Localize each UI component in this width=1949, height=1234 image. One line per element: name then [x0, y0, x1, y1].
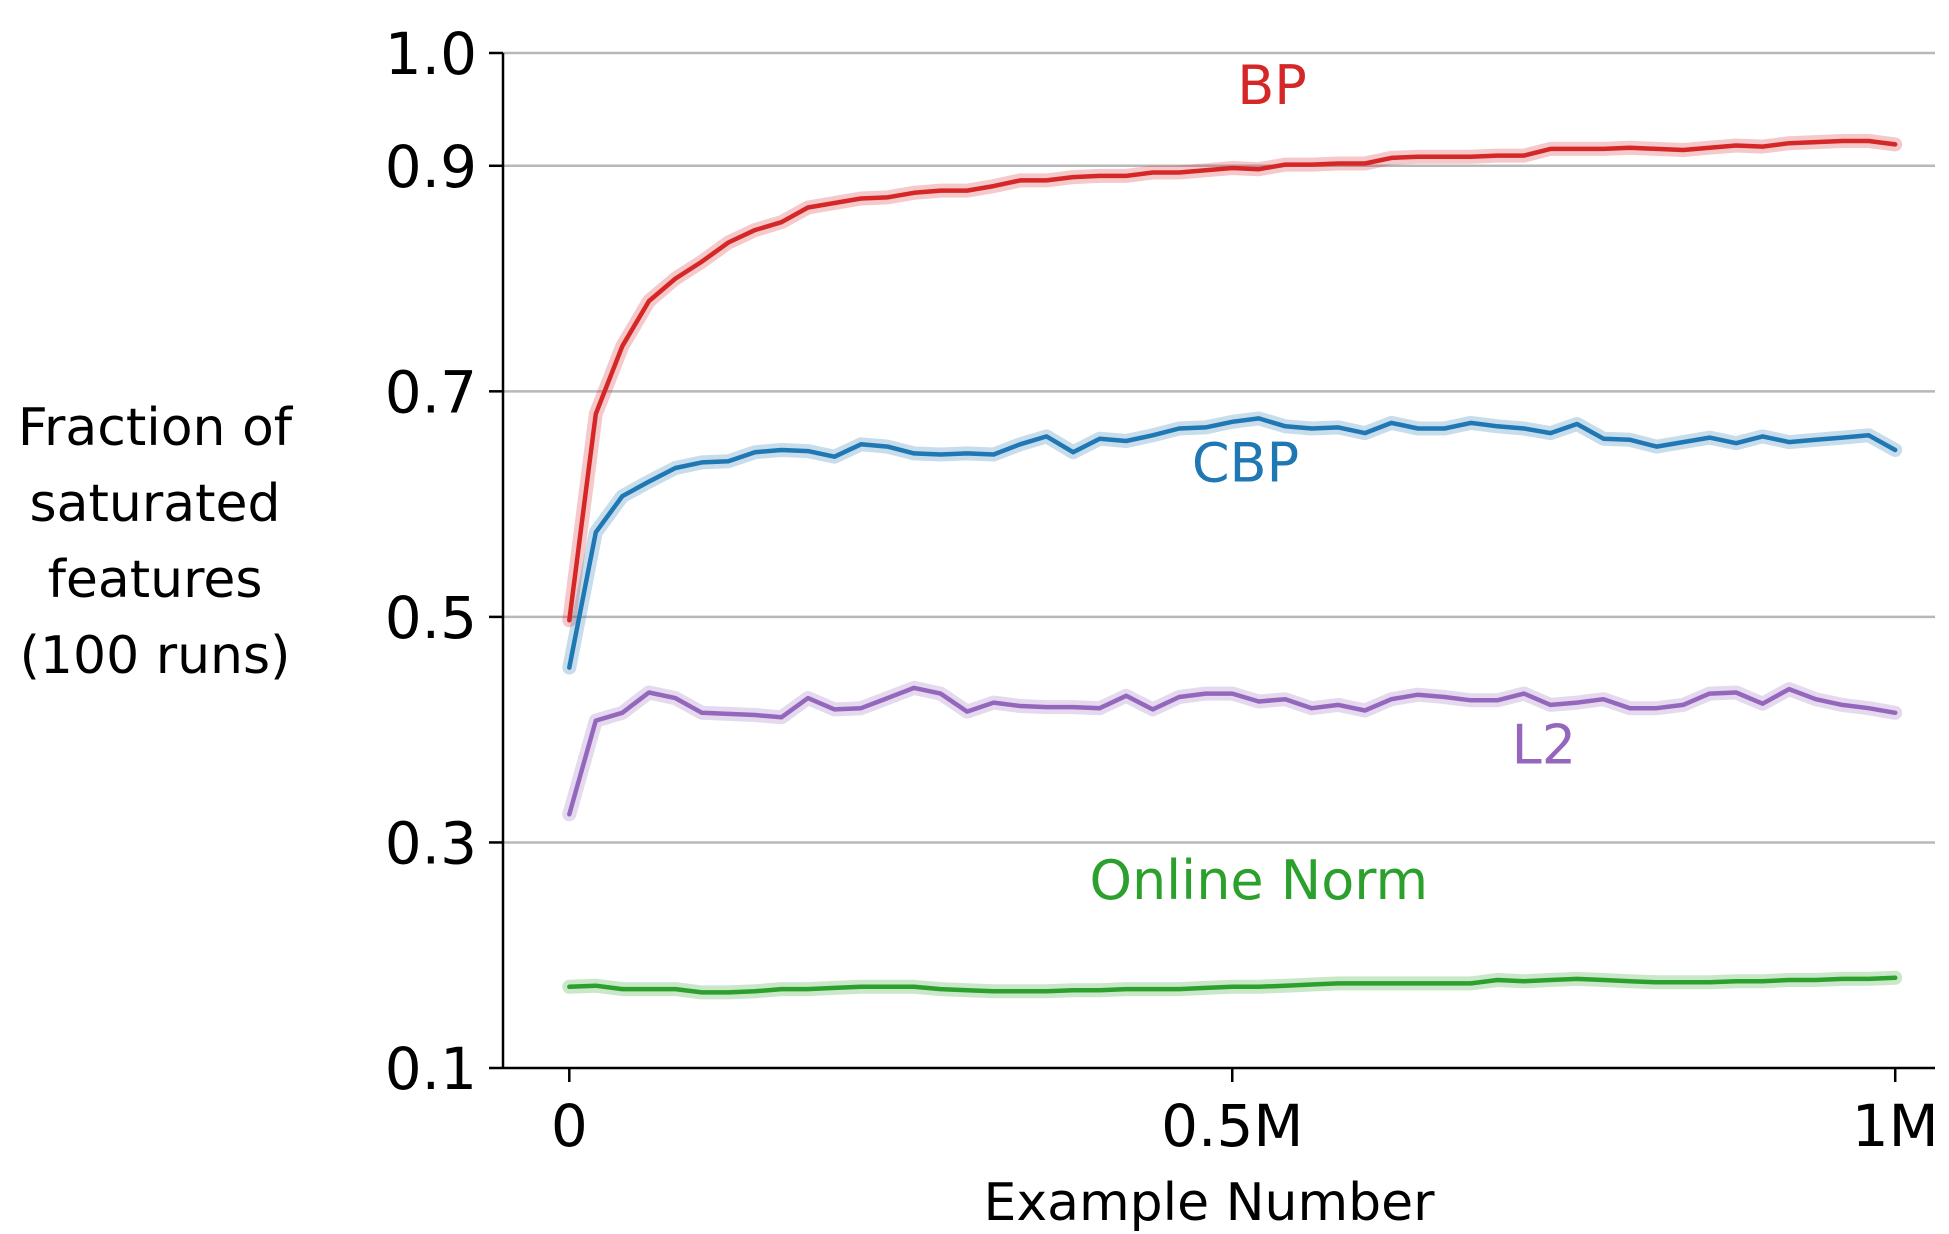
x-ticks: 0 0.5M 1M	[551, 1068, 1939, 1160]
y-axis-title-line: features	[48, 550, 263, 610]
y-axis-title: Fraction of saturated features (100 runs)	[18, 398, 294, 686]
y-tick-label: 0.9	[385, 133, 477, 201]
series-line-cbp	[567, 416, 1898, 670]
y-tick-label: 0.5	[385, 584, 477, 652]
x-tick-label: 0	[551, 1092, 588, 1160]
x-tick-label: 0.5M	[1161, 1092, 1303, 1160]
x-axis-title: Example Number	[983, 1173, 1435, 1233]
series-line-online-norm	[567, 975, 1898, 995]
y-tick-label: 1.0	[385, 20, 477, 88]
y-axis-title-line: Fraction of	[18, 398, 294, 458]
y-tick-label: 0.3	[385, 809, 477, 877]
series-labels: BP CBP L2 Online Norm	[1089, 54, 1576, 912]
series-label-online-norm: Online Norm	[1089, 849, 1428, 912]
series-label-cbp: CBP	[1192, 432, 1299, 495]
y-tick-label: 0.1	[385, 1035, 477, 1103]
y-axis-title-line: (100 runs)	[20, 626, 291, 686]
y-ticks: 0.1 0.3 0.5 0.7 0.9 1.0	[385, 20, 503, 1103]
series-band-l2	[562, 680, 1903, 822]
series-line-bp	[567, 138, 1898, 623]
x-tick-label: 1M	[1852, 1092, 1939, 1160]
axes	[501, 53, 1935, 1070]
series-line-l2	[567, 685, 1898, 817]
gridlines	[503, 51, 1935, 844]
y-axis-title-line: saturated	[30, 474, 281, 534]
series-band-bp	[562, 134, 1903, 628]
series-label-l2: L2	[1512, 714, 1576, 777]
y-tick-label: 0.7	[385, 358, 477, 426]
series-lines	[567, 138, 1898, 995]
series-label-bp: BP	[1237, 54, 1307, 117]
